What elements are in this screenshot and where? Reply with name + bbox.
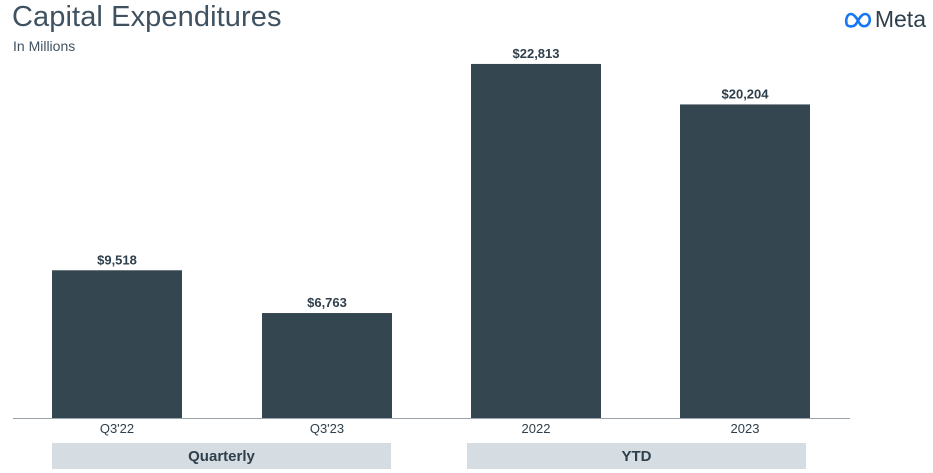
bar-Q3'23 [262, 313, 392, 418]
value-label-Q3'23: $6,763 [307, 295, 347, 310]
value-label-2022: $22,813 [513, 46, 560, 61]
x-tick-label: 2022 [522, 421, 551, 436]
x-tick-label: Q3'23 [310, 421, 344, 436]
value-label-Q3'22: $9,518 [97, 252, 137, 267]
bar-2023 [680, 104, 810, 418]
meta-logo: Meta [843, 6, 926, 33]
group-band-quarterly: Quarterly [52, 443, 391, 469]
chart-subtitle: In Millions [13, 38, 76, 54]
bar-Q3'22 [52, 270, 182, 418]
meta-infinity-icon [844, 12, 871, 28]
meta-wordmark: Meta [874, 6, 926, 32]
x-tick-label: 2023 [731, 421, 760, 436]
x-tick-label: Q3'22 [100, 421, 134, 436]
chart-title: Capital Expenditures [12, 1, 282, 33]
value-label-2023: $20,204 [722, 86, 770, 101]
group-band-ytd: YTD [467, 443, 806, 469]
bar-2022 [471, 63, 601, 419]
